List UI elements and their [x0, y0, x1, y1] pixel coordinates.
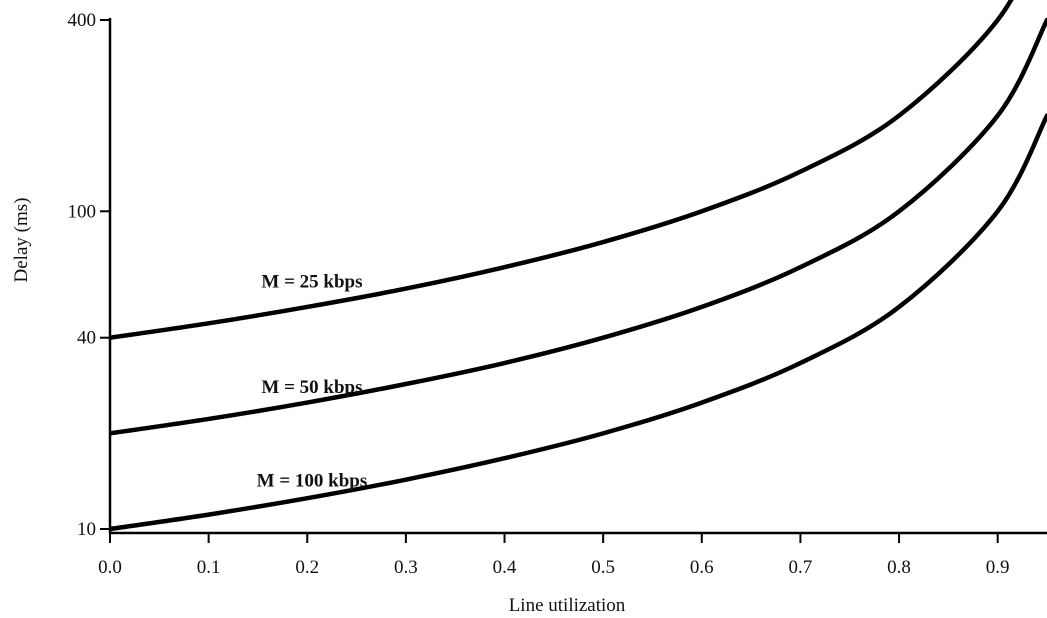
x-tick-label: 0.9 — [986, 557, 1010, 578]
series-label: M = 100 kbps — [257, 471, 368, 492]
y-axis-title: Delay (ms) — [11, 198, 32, 283]
x-tick-label: 0.2 — [295, 557, 319, 578]
x-tick-label: 0.8 — [887, 557, 911, 578]
x-tick-label: 0.1 — [197, 557, 221, 578]
y-tick-label: 100 — [68, 201, 97, 222]
series-line — [110, 0, 1014, 340]
y-tick-label: 40 — [77, 328, 96, 349]
x-tick-label: 0.3 — [394, 557, 418, 578]
x-axis-title: Line utilization — [509, 595, 626, 616]
y-tick-label: 10 — [77, 519, 96, 540]
series-label: M = 50 kbps — [261, 377, 362, 398]
x-tick-label: 0.5 — [591, 557, 615, 578]
x-tick-label: 0.6 — [690, 557, 714, 578]
x-tick-label: 0.7 — [789, 557, 813, 578]
series-line — [110, 17, 1047, 436]
series-label: M = 25 kbps — [261, 271, 362, 292]
x-tick-label: 0.0 — [98, 557, 122, 578]
series-line — [110, 113, 1047, 532]
x-tick-label: 0.4 — [493, 557, 517, 578]
y-tick-label: 400 — [68, 10, 97, 31]
